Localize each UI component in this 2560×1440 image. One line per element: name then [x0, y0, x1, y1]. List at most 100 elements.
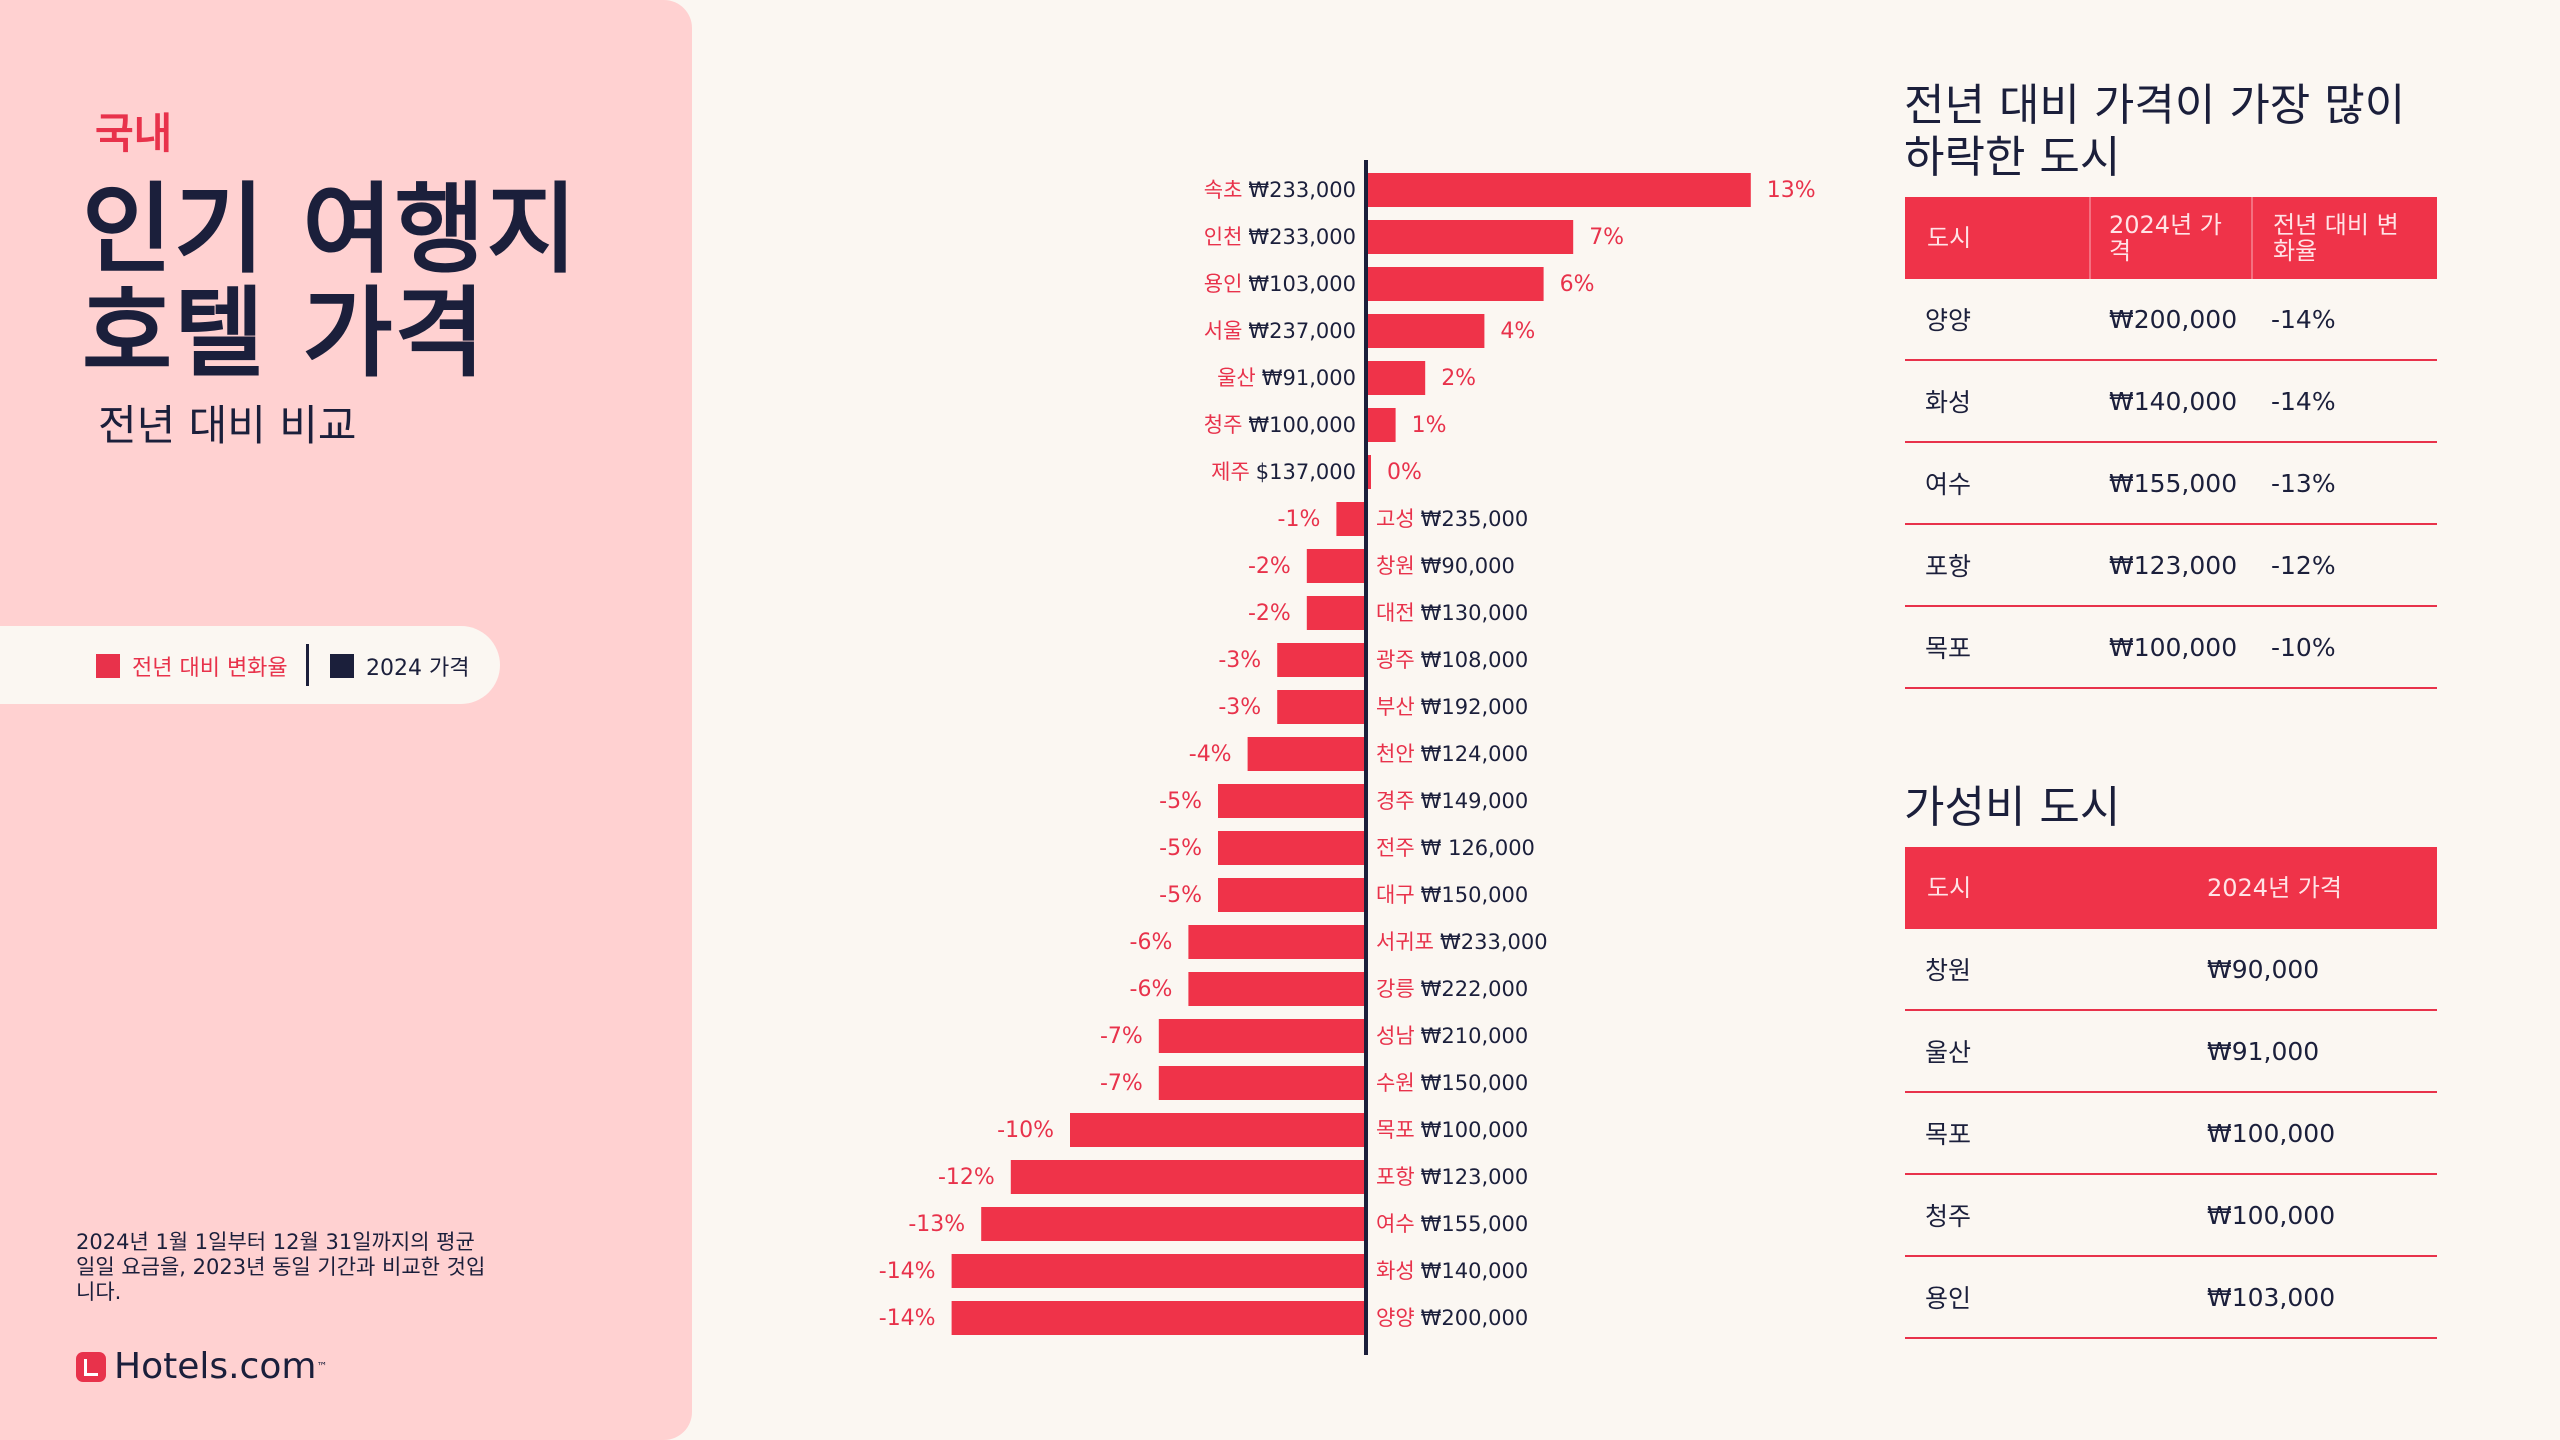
price-value: ₩237,000 — [1248, 319, 1356, 343]
price-value: ₩233,000 — [1248, 178, 1356, 202]
value-label: -3% — [1218, 695, 1261, 720]
value-label: -7% — [1100, 1071, 1143, 1096]
bar-고성 — [1336, 502, 1366, 536]
value-label: -1% — [1278, 507, 1321, 532]
decline-table-row-cell: 양양 — [1925, 306, 1972, 335]
decline-table-row-cell: ₩200,000 — [2109, 304, 2238, 334]
value-label: -5% — [1159, 836, 1202, 861]
category-label: 포항 ₩123,000 — [1376, 1165, 1528, 1189]
decline-table-row: 여수 ₩155,000 -13% — [1905, 443, 2437, 525]
value-label: -13% — [908, 1212, 965, 1237]
category-name: 인천 — [1204, 225, 1243, 249]
hotels-logo-icon — [76, 1351, 106, 1382]
category-name: 속초 — [1204, 178, 1243, 202]
bar-수원 — [1158, 1066, 1366, 1100]
page-title-line-2: 호텔 가격 — [82, 277, 487, 391]
header-separator — [2089, 197, 2091, 279]
category-label: 속초 ₩233,000 — [1204, 178, 1356, 202]
decline-table-row: 포항 ₩123,000 -12% — [1905, 525, 2437, 607]
category-name: 서울 — [1204, 319, 1243, 343]
decline-table-row-cell: ₩100,000 — [2109, 632, 2238, 662]
category-name: 창원 — [1376, 554, 1415, 578]
legend-item-price: 2024 가격 — [330, 650, 469, 682]
page-subtitle: 전년 대비 비교 — [98, 401, 357, 450]
value-label: -5% — [1159, 883, 1202, 908]
category-name: 수원 — [1376, 1071, 1415, 1095]
category-name: 목포 — [1376, 1118, 1415, 1142]
legend-divider — [306, 644, 309, 686]
decline-table: 도시 2024년 가격 전년 대비 변화율 양양 ₩200,000 -14% 화성 ₩1… — [1905, 197, 2437, 689]
category-label: 강릉 ₩222,000 — [1376, 977, 1528, 1001]
bar-용인 — [1366, 267, 1544, 301]
decline-table-row-cell: -14% — [2271, 386, 2336, 416]
price-value: ₩235,000 — [1421, 507, 1529, 531]
price-value: ₩150,000 — [1421, 1071, 1529, 1095]
category-label: 대구 ₩150,000 — [1376, 883, 1528, 907]
value-table-row-cell: ₩100,000 — [2207, 1200, 2336, 1230]
price-value: ₩ 126,000 — [1421, 836, 1535, 860]
decline-table-title-line-2: 하락한 도시 — [1904, 132, 2121, 183]
value-label: -2% — [1248, 601, 1291, 626]
decline-table-row-cell: 화성 — [1925, 388, 1972, 417]
price-change-chart: 속초 ₩233,000 13%인천 ₩233,000 7%용인 ₩103,000 6%서울 ₩… — [879, 160, 1816, 1355]
value-label: -4% — [1189, 742, 1232, 767]
hotels-logo[interactable]: Hotels.com ™ — [76, 1346, 327, 1387]
decline-header-change: 전년 대비 변화율 — [2273, 211, 2399, 265]
price-value: ₩210,000 — [1421, 1024, 1529, 1048]
value-header-price: 2024년 가격 — [2207, 874, 2342, 902]
legend-swatch-navy-icon — [330, 654, 354, 678]
eyebrow-label: 국내 — [95, 109, 173, 158]
value-label: 2% — [1441, 366, 1476, 391]
value-table-title: 가성비 도시 — [1904, 782, 2121, 833]
decline-table-row-cell: 여수 — [1925, 470, 1972, 499]
decline-table-row-cell: -10% — [2271, 632, 2336, 662]
bar-창원 — [1306, 549, 1366, 583]
bar-광주 — [1277, 643, 1366, 677]
category-label: 양양 ₩200,000 — [1376, 1306, 1528, 1330]
bar-서울 — [1366, 314, 1485, 348]
category-name: 강릉 — [1376, 977, 1415, 1001]
value-table-row-cell: 목포 — [1925, 1120, 1972, 1149]
price-value: ₩100,000 — [1421, 1118, 1529, 1142]
bar-경주 — [1218, 784, 1366, 818]
decline-table-row-cell: -12% — [2271, 550, 2336, 580]
category-label: 천안 ₩124,000 — [1376, 742, 1528, 766]
bar-양양 — [951, 1301, 1366, 1335]
price-value: ₩233,000 — [1440, 930, 1548, 954]
price-value: ₩233,000 — [1248, 225, 1356, 249]
value-label: -5% — [1159, 789, 1202, 814]
value-table-row-cell: 용인 — [1925, 1284, 1972, 1313]
bar-천안 — [1247, 737, 1366, 771]
decline-table-row-cell: 목포 — [1925, 634, 1972, 663]
category-label: 고성 ₩235,000 — [1376, 507, 1528, 531]
price-value: ₩192,000 — [1421, 695, 1529, 719]
value-label: 7% — [1589, 225, 1624, 250]
category-name: 대구 — [1376, 883, 1415, 907]
value-label: -12% — [938, 1165, 995, 1190]
bar-목포 — [1070, 1113, 1366, 1147]
value-table-row: 창원 ₩90,000 — [1905, 929, 2437, 1011]
value-label: -3% — [1218, 648, 1261, 673]
bar-여수 — [981, 1207, 1366, 1241]
category-name: 제주 — [1211, 460, 1250, 484]
bar-인천 — [1366, 220, 1574, 254]
value-label: 6% — [1560, 272, 1595, 297]
category-label: 광주 ₩108,000 — [1376, 648, 1528, 672]
category-label: 목포 ₩100,000 — [1376, 1118, 1528, 1142]
category-label: 창원 ₩90,000 — [1376, 554, 1515, 578]
price-value: ₩91,000 — [1262, 366, 1356, 390]
price-value: ₩123,000 — [1421, 1165, 1529, 1189]
value-label: -14% — [879, 1306, 936, 1331]
decline-table-title-line-1: 전년 대비 가격이 가장 많이 — [1904, 80, 2406, 131]
value-table-header: 도시 2024년 가격 — [1905, 847, 2437, 929]
price-value: ₩108,000 — [1421, 648, 1529, 672]
value-label: 4% — [1500, 319, 1535, 344]
footnote: 2024년 1월 1일부터 12월 31일까지의 평균 일일 요금을, 2023… — [76, 1230, 486, 1304]
category-name: 광주 — [1376, 648, 1415, 672]
price-value: ₩150,000 — [1421, 883, 1529, 907]
category-label: 울산 ₩91,000 — [1217, 366, 1356, 390]
value-table-row-cell: ₩100,000 — [2207, 1118, 2336, 1148]
value-table: 도시 2024년 가격 창원 ₩90,000 울산 ₩91,000 목포 ₩100,000… — [1905, 847, 2437, 1339]
decline-table-row: 화성 ₩140,000 -14% — [1905, 361, 2437, 443]
category-label: 여수 ₩155,000 — [1376, 1212, 1528, 1236]
